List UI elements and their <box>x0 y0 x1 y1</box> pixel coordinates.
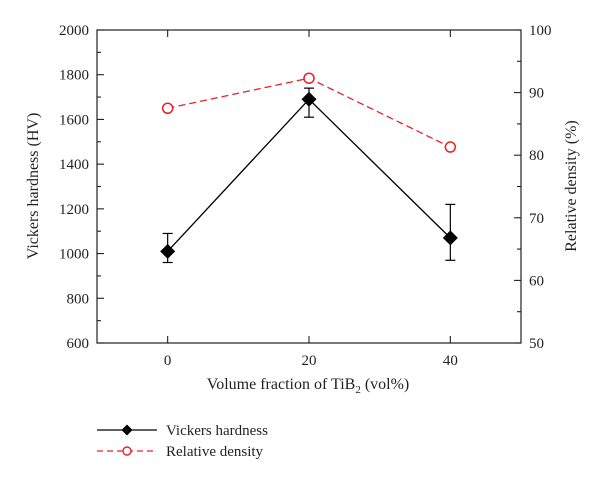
y-tick-label-right: 80 <box>529 148 544 164</box>
y-tick-label-left: 600 <box>67 336 90 352</box>
legend-label: Relative density <box>166 444 264 460</box>
x-tick-label: 20 <box>302 353 317 369</box>
y-tick-label-left: 1000 <box>59 247 89 263</box>
legend: Vickers hardness Relative density <box>97 423 268 460</box>
y-tick-label-right: 90 <box>529 86 544 102</box>
tick-marks <box>97 29 521 344</box>
data-point-vickers-hardness <box>301 91 317 107</box>
y-tick-label-left: 1600 <box>59 112 89 128</box>
data-point-vickers-hardness <box>160 243 176 259</box>
x-axis-label: Volume fraction of TiB2 (vol%) <box>207 376 410 396</box>
legend-marker-circle <box>122 446 132 456</box>
data-point-vickers-hardness <box>442 230 458 246</box>
y-tick-label-left: 1200 <box>59 202 89 218</box>
y-axis-label-right: Relative density (%) <box>563 120 580 252</box>
data-point-relative-density <box>161 102 174 114</box>
y-tick-label-right: 50 <box>529 336 544 352</box>
data-point-relative-density <box>444 141 457 153</box>
x-tick-label: 0 <box>164 353 172 369</box>
y-tick-label-right: 70 <box>529 211 544 227</box>
tick-labels: 6008001000120014001600180020005060708090… <box>59 23 552 369</box>
data-point-relative-density <box>303 72 315 84</box>
legend-label: Vickers hardness <box>166 423 268 439</box>
series-layer <box>160 72 458 264</box>
y-tick-label-left: 2000 <box>59 23 89 39</box>
y-axis-label-left: Vickers hardness (HV) <box>25 113 42 260</box>
y-tick-label-left: 1400 <box>59 157 89 173</box>
y-tick-label-left: 1800 <box>59 68 89 84</box>
y-tick-label-right: 100 <box>529 23 552 39</box>
y-tick-label-left: 800 <box>67 291 90 307</box>
y-tick-label-right: 60 <box>529 273 544 289</box>
x-tick-label: 40 <box>443 353 458 369</box>
series-line-vickers-hardness <box>167 98 451 252</box>
legend-marker-diamond <box>121 424 133 436</box>
